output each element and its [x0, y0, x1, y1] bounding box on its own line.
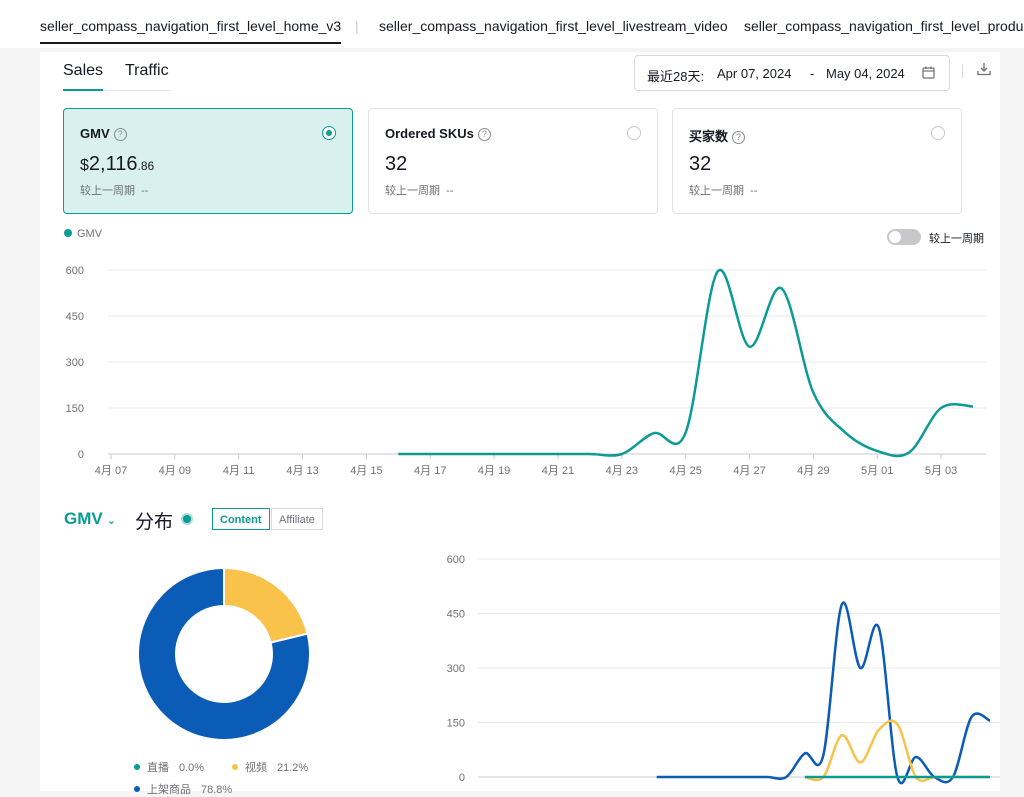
metric-title: GMV? [80, 126, 127, 141]
legend-dot [134, 786, 140, 792]
top-navigation: seller_compass_navigation_first_level_ho… [0, 0, 1024, 48]
question-icon[interactable]: ? [113, 128, 127, 141]
metric-card-gmv[interactable]: GMV? $2,116.86 较上一周期 -- [63, 108, 353, 214]
y-tick-label: 0 [78, 449, 84, 461]
series-line [656, 601, 991, 785]
pie-slice [137, 566, 311, 741]
legend-dot [134, 764, 140, 770]
y-tick-label: 300 [66, 357, 84, 369]
metric-value: $2,116.86 [80, 153, 155, 175]
legend-dot [232, 764, 238, 770]
x-tick-label: 4月 09 [159, 465, 191, 477]
question-icon[interactable]: ? [477, 128, 491, 141]
legend-label: GMV [77, 228, 103, 240]
x-tick-label: 5月 03 [925, 465, 957, 477]
date-start[interactable]: Apr 07, 2024 [717, 66, 792, 81]
x-tick-label: 5月 01 [861, 465, 893, 477]
x-tick-label: 4月 15 [350, 465, 382, 477]
chart-legend: GMV [64, 228, 102, 240]
x-tick-label: 4月 25 [669, 465, 701, 477]
main-panel: Sales Traffic 最近28天: Apr 07, 2024 - May … [40, 52, 1000, 796]
tab-livestream-video[interactable]: seller_compass_navigation_first_level_li… [379, 18, 728, 34]
distribution-donut-chart [137, 566, 311, 741]
x-tick-label: 4月 07 [95, 465, 127, 477]
y-tick-label: 600 [66, 265, 84, 277]
chevron-down-icon: ⌄ [106, 515, 116, 527]
metric-compare: 较上一周期 -- [689, 185, 758, 197]
x-tick-label: 4月 21 [542, 465, 574, 477]
toolbar-divider [962, 64, 963, 78]
metric-title: 买家数? [689, 126, 746, 145]
tab-traffic[interactable]: Traffic [125, 62, 169, 79]
metric-value: 32 [689, 153, 712, 175]
metric-compare: 较上一周期 -- [80, 185, 149, 197]
tab-home[interactable]: seller_compass_navigation_first_level_ho… [40, 18, 342, 44]
y-tick-label: 450 [66, 311, 84, 323]
date-end[interactable]: May 04, 2024 [826, 66, 905, 81]
compare-toggle[interactable] [887, 229, 921, 245]
y-tick-label: 600 [447, 554, 465, 566]
y-tick-label: 450 [447, 609, 465, 621]
distribution-status-dot [181, 513, 193, 525]
gmv-line-chart: 0 150 300 450 600 4月 07 4月 09 4月 11 4月 13 4月 15 4月… [66, 265, 986, 477]
date-preset-label: 最近28天: [647, 69, 705, 84]
y-tick-label: 0 [459, 772, 465, 784]
distribution-metric-dropdown[interactable]: GMV ⌄ [64, 509, 116, 528]
y-tick-label: 300 [447, 663, 465, 675]
compare-toggle-label: 较上一周期 [929, 233, 984, 245]
metric-value: 32 [385, 153, 408, 175]
sub-tab-active-indicator [63, 89, 103, 91]
legend-dot [64, 229, 72, 237]
metric-radio[interactable] [931, 126, 945, 140]
pie-legend-item: 视频 21.2% [232, 759, 308, 775]
metric-compare: 较上一周期 -- [385, 185, 454, 197]
x-tick-label: 4月 13 [286, 465, 318, 477]
metric-card-ordered-skus[interactable]: Ordered SKUs? 32 较上一周期 -- [368, 108, 658, 214]
pie-legend-item: 直播 0.0% [134, 759, 204, 775]
x-tick-label: 4月 17 [414, 465, 446, 477]
date-separator: - [810, 66, 815, 81]
y-tick-label: 150 [447, 718, 465, 730]
metric-title: Ordered SKUs? [385, 126, 491, 141]
sub-tab-divider [63, 90, 171, 91]
calendar-icon[interactable] [922, 66, 935, 79]
x-tick-label: 4月 23 [606, 465, 638, 477]
metric-radio[interactable] [627, 126, 641, 140]
x-tick-label: 4月 29 [797, 465, 829, 477]
segment-content[interactable]: Content [212, 508, 270, 530]
metric-radio[interactable] [322, 126, 336, 140]
distribution-line-chart: 0 150 300 450 600 [447, 554, 1000, 785]
y-tick-label: 150 [66, 403, 84, 415]
metric-card-buyers[interactable]: 买家数? 32 较上一周期 -- [672, 108, 962, 214]
segment-affiliate[interactable]: Affiliate [271, 508, 323, 530]
tab-product[interactable]: seller_compass_navigation_first_level_pr… [744, 18, 1024, 34]
download-icon[interactable] [977, 62, 991, 76]
tab-sales[interactable]: Sales [63, 62, 104, 79]
distribution-title: 分布 [135, 512, 174, 533]
date-range-picker[interactable]: 最近28天: Apr 07, 2024 - May 04, 2024 [634, 55, 950, 91]
series-line-gmv [398, 268, 974, 458]
x-tick-label: 4月 19 [478, 465, 510, 477]
x-tick-label: 4月 27 [733, 465, 765, 477]
question-icon[interactable]: ? [732, 131, 746, 144]
tab-separator: | [355, 18, 359, 34]
x-tick-label: 4月 11 [223, 465, 255, 477]
